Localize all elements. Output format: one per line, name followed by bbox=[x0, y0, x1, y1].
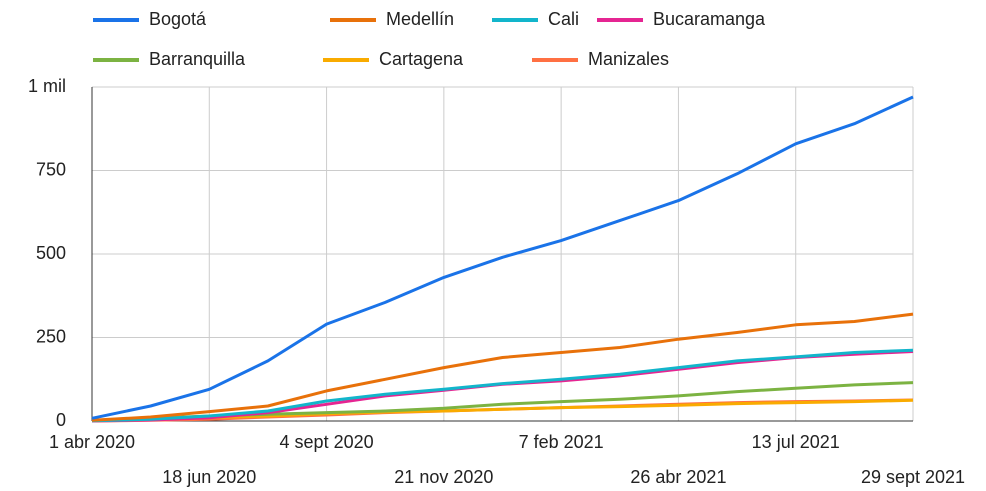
legend-label: Barranquilla bbox=[149, 49, 246, 69]
series-line bbox=[91, 95, 914, 420]
y-tick-label: 0 bbox=[56, 410, 66, 430]
x-tick-label: 1 abr 2020 bbox=[49, 432, 135, 452]
y-tick-label: 500 bbox=[36, 243, 66, 263]
x-tick-label: 21 nov 2020 bbox=[394, 467, 493, 487]
legend-label: Manizales bbox=[588, 49, 669, 69]
y-tick-label: 750 bbox=[36, 159, 66, 179]
x-tick-label: 4 sept 2020 bbox=[280, 432, 374, 452]
x-tick-label: 29 sept 2021 bbox=[861, 467, 965, 487]
legend-label: Bucaramanga bbox=[653, 9, 766, 29]
x-tick-label: 26 abr 2021 bbox=[630, 467, 726, 487]
x-tick-label: 7 feb 2021 bbox=[519, 432, 604, 452]
legend-label: Medellín bbox=[386, 9, 454, 29]
legend-label: Cali bbox=[548, 9, 579, 29]
x-tick-label: 18 jun 2020 bbox=[162, 467, 256, 487]
legend-label: Cartagena bbox=[379, 49, 464, 69]
series-line bbox=[91, 348, 914, 423]
y-tick-label: 1 mil bbox=[28, 76, 66, 96]
y-tick-label: 250 bbox=[36, 326, 66, 346]
x-tick-label: 13 jul 2021 bbox=[752, 432, 840, 452]
series-line bbox=[91, 312, 914, 422]
legend-label: Bogotá bbox=[149, 9, 207, 29]
